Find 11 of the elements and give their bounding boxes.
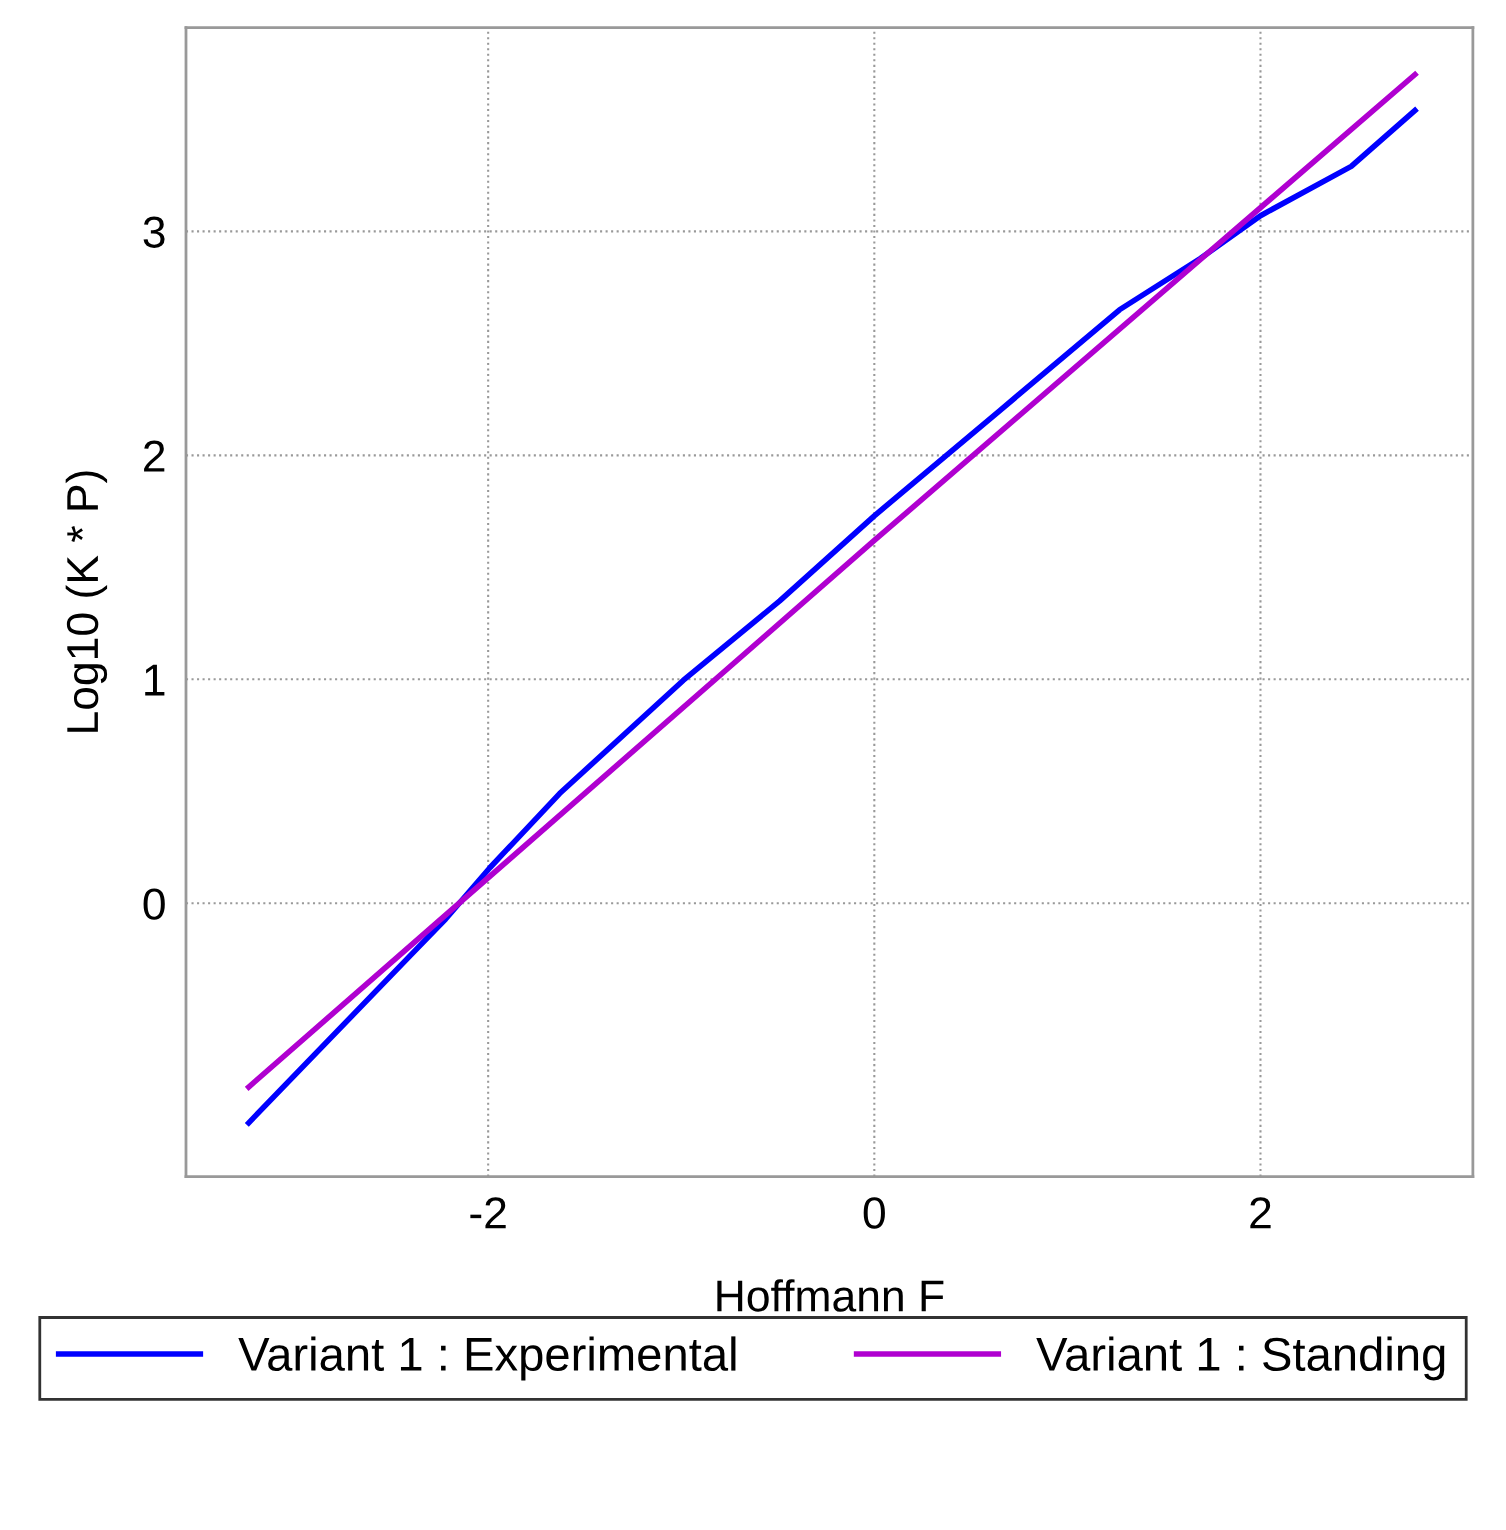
legend-label: Variant 1 : Experimental: [238, 1336, 736, 1381]
legend-label: Variant 1 : Standing: [1036, 1336, 1445, 1381]
y-tick-label: 1: [145, 664, 165, 696]
x-tick-label: 2: [1250, 1197, 1271, 1229]
x-tick-label: -2: [470, 1197, 506, 1229]
y-axis-title: Log10 (K * P): [65, 471, 108, 732]
x-axis-title: Hoffmann F: [717, 1279, 944, 1312]
x-tick-label: 0: [863, 1197, 885, 1229]
y-tick-label: 2: [144, 440, 165, 472]
y-tick-label: 3: [143, 216, 165, 248]
y-tick-label: 0: [143, 888, 165, 920]
